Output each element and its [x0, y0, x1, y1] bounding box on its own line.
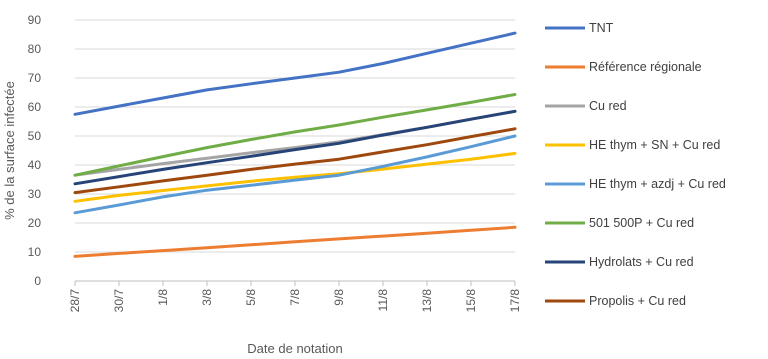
- y-tick-label: 80: [28, 42, 42, 56]
- x-axis-title: Date de notation: [247, 341, 342, 356]
- series-line-7: [73, 109, 517, 186]
- x-tick-label: 3/8: [200, 289, 214, 306]
- y-tick-label: 60: [28, 100, 42, 114]
- legend-label: Hydrolats + Cu red: [589, 255, 694, 269]
- legend: TNT Référence régionale Cu red HE thym + SN…: [545, 21, 726, 308]
- y-tick-label: 0: [34, 274, 41, 288]
- y-tick-label: 40: [28, 158, 42, 172]
- legend-label: Référence régionale: [589, 60, 702, 74]
- series-line-8: [73, 127, 517, 195]
- legend-label: HE thym + azdj + Cu red: [589, 177, 726, 191]
- x-tick-label: 15/8: [464, 289, 478, 313]
- x-tick-label: 13/8: [420, 289, 434, 313]
- y-tick-label: 70: [28, 71, 42, 85]
- legend-label: TNT: [589, 21, 614, 35]
- legend-label: Cu red: [589, 99, 627, 113]
- series-line-2: [73, 225, 517, 258]
- y-tick-label: 30: [28, 187, 42, 201]
- series-line-1: [73, 31, 517, 116]
- y-tick-label: 50: [28, 129, 42, 143]
- legend-label: HE thym + SN + Cu red: [589, 138, 720, 152]
- x-tick-label: 7/8: [288, 289, 302, 306]
- series-lines: [73, 31, 517, 258]
- x-tick-label: 17/8: [508, 289, 522, 313]
- y-tick-label: 90: [28, 13, 42, 27]
- x-tick-label: 28/7: [68, 289, 82, 313]
- x-axis-ticks: 28/7 30/7 1/8 3/8 5/8 7/8 9/8 11/8 13/8 15/8 17/8: [68, 281, 522, 312]
- series-line-5: [73, 134, 517, 215]
- series-line-4: [73, 151, 517, 203]
- x-tick-label: 30/7: [112, 289, 126, 313]
- legend-label: 501 500P + Cu red: [589, 216, 694, 230]
- y-axis-title: % de la surface infectée: [2, 81, 17, 220]
- x-tick-label: 11/8: [376, 289, 390, 312]
- x-tick-label: 1/8: [156, 289, 170, 306]
- legend-label: Propolis + Cu red: [589, 294, 686, 308]
- gridlines: [75, 19, 515, 253]
- series-line-3: [73, 109, 517, 177]
- y-tick-label: 10: [28, 245, 42, 259]
- y-axis-ticks: 0 10 20 30 40 50 60 70 80 90: [28, 13, 42, 288]
- x-tick-label: 5/8: [244, 289, 258, 306]
- x-tick-label: 9/8: [332, 289, 346, 306]
- series-line-6: [73, 93, 517, 177]
- y-tick-label: 20: [28, 216, 42, 230]
